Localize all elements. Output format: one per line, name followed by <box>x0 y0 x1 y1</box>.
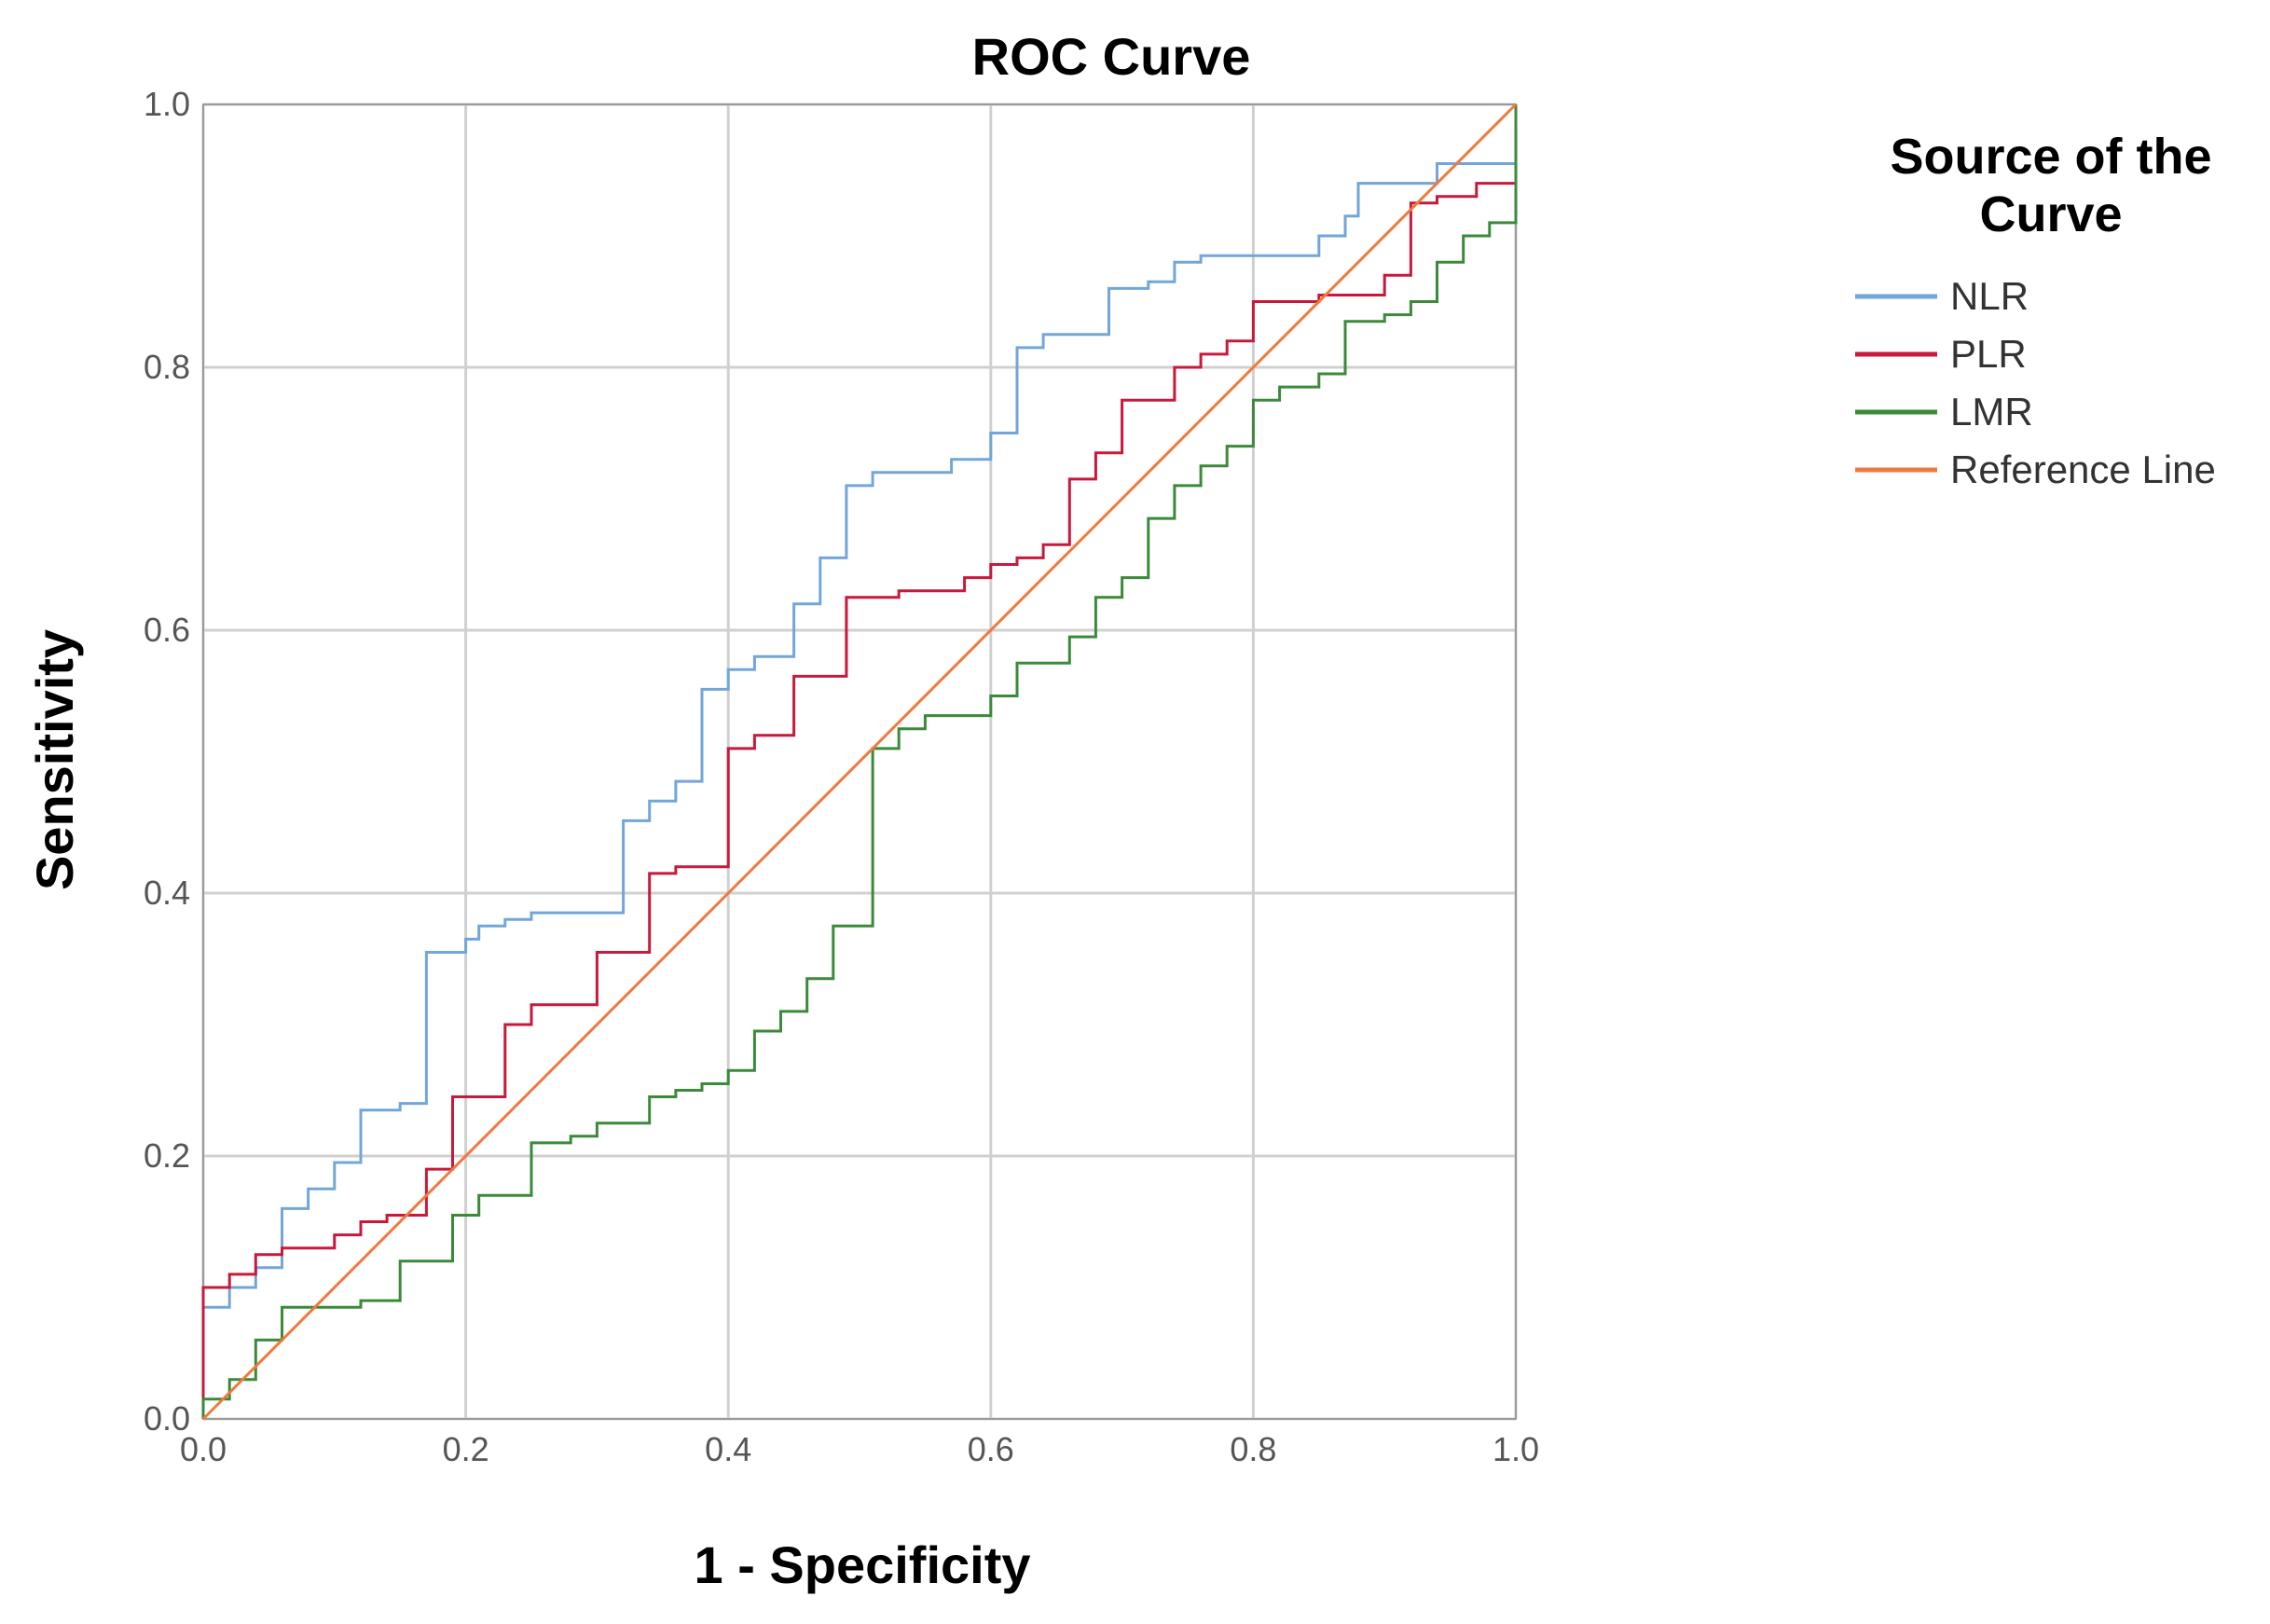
legend-label-reference-line: Reference Line <box>1950 447 2216 491</box>
x-tick-label: 0.2 <box>443 1430 489 1468</box>
chart-title: ROC Curve <box>972 27 1251 86</box>
legend-items: NLR PLR LMR Reference Line <box>1855 274 2216 491</box>
x-tick-label: 0.8 <box>1230 1430 1276 1468</box>
series-line-nlr <box>201 104 1518 1419</box>
series-layer <box>201 103 1518 1421</box>
tick-labels: 0.0 0.2 0.4 0.6 0.8 1.0 0.0 0.2 0.4 0.6 0.8 1.0 <box>144 85 1539 1468</box>
series-line-lmr <box>201 104 1518 1419</box>
series-line-plr <box>201 104 1518 1419</box>
legend-item-reference-line: Reference Line <box>1855 447 2216 491</box>
y-tick-label: 0.4 <box>144 874 190 912</box>
y-tick-label: 0.8 <box>144 348 190 386</box>
x-tick-label: 1.0 <box>1493 1430 1539 1468</box>
legend-label-nlr: NLR <box>1950 274 2029 318</box>
series-line-reference-line <box>201 103 1518 1421</box>
legend-item-nlr: NLR <box>1855 274 2029 318</box>
y-tick-label: 0.0 <box>144 1399 190 1438</box>
x-tick-label: 0.4 <box>705 1430 751 1468</box>
legend-item-lmr: LMR <box>1855 390 2033 434</box>
legend-item-plr: PLR <box>1855 332 2027 376</box>
y-tick-label: 1.0 <box>144 85 190 123</box>
y-tick-label: 0.6 <box>144 611 190 649</box>
plot-frame <box>202 103 1517 1420</box>
legend: Source of the Curve NLR PLR LMR Reference L… <box>1855 129 2216 491</box>
y-tick-label: 0.2 <box>144 1136 190 1175</box>
legend-label-plr: PLR <box>1950 332 2027 376</box>
legend-label-lmr: LMR <box>1950 390 2033 434</box>
x-axis-label: 1 - Specificity <box>694 1535 1030 1594</box>
y-axis-label: Sensitivity <box>25 629 84 890</box>
x-tick-label: 0.0 <box>180 1430 227 1468</box>
legend-title-line-1: Source of the <box>1890 129 2211 185</box>
legend-title-line-2: Curve <box>1979 186 2122 242</box>
x-tick-label: 0.6 <box>968 1430 1014 1468</box>
